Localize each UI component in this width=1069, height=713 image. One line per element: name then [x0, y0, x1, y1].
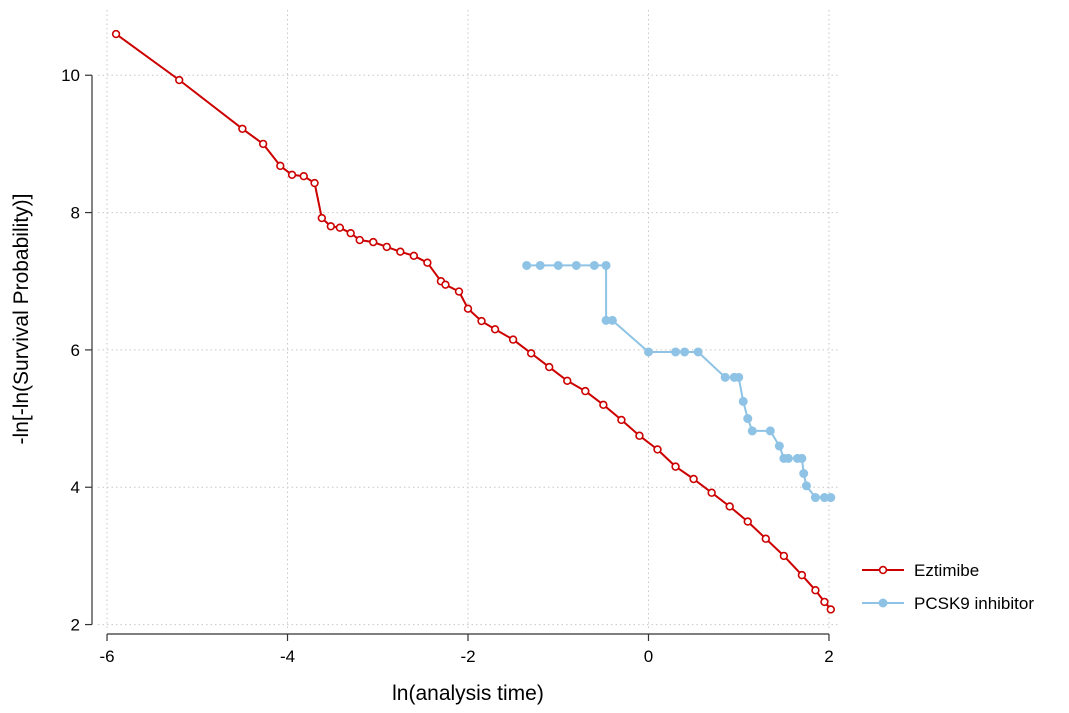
y-tick-label-2: 6 [71, 341, 80, 360]
series-1-point-12 [720, 372, 730, 382]
series-0-point-19 [441, 280, 450, 289]
series-0-point-37 [743, 517, 752, 526]
series-0 [111, 29, 835, 614]
series-0-point-40 [797, 570, 807, 580]
series-0-point-35 [707, 488, 716, 497]
series-0-point-34 [689, 474, 698, 484]
series-0-point-33 [671, 462, 680, 471]
series-0-point-2 [238, 124, 247, 133]
series-0-point-41 [811, 586, 820, 595]
legend-item-1: PCSK9 inhibitor [862, 594, 1034, 613]
legend-label-0: Eztimibe [914, 561, 979, 580]
series-0-point-4 [276, 161, 285, 171]
series-0-point-32 [653, 445, 662, 454]
series-1 [522, 260, 836, 503]
x-tick-label-2: -2 [460, 647, 475, 666]
series-0-point-17 [423, 258, 432, 267]
series-1-point-14 [734, 372, 744, 382]
series-0-point-10 [335, 223, 345, 232]
series-1-point-18 [765, 426, 775, 436]
series-0-point-16 [409, 251, 419, 261]
y-axis-ticks: 2 4 6 8 10 [61, 66, 92, 635]
series-0-point-27 [563, 376, 572, 385]
series-1-point-24 [799, 469, 809, 478]
series-0-point-29 [599, 400, 608, 410]
x-tick-label-1: -4 [280, 647, 295, 666]
series-1-point-28 [826, 493, 836, 503]
series-0-point-30 [617, 415, 626, 425]
series-0-point-11 [346, 228, 355, 238]
series-0-point-12 [355, 235, 364, 245]
series-1-point-7 [607, 315, 617, 325]
series-0-point-31 [635, 431, 644, 440]
series-0-point-0 [111, 29, 121, 39]
y-tick-label-4: 10 [61, 66, 80, 85]
series-1-point-8 [643, 347, 653, 357]
series-1-point-11 [693, 347, 703, 357]
series-1-point-15 [738, 396, 748, 406]
series-1-point-21 [783, 453, 793, 463]
series-1-point-25 [801, 481, 811, 491]
series-0-point-14 [382, 242, 391, 252]
legend-swatch-marker-1 [878, 598, 888, 608]
series-0-point-42 [820, 597, 829, 607]
series-0-point-1 [175, 75, 184, 85]
series-1-point-2 [553, 260, 563, 270]
series-1-point-5 [601, 260, 611, 270]
series-1-point-19 [774, 441, 784, 451]
series-1-point-16 [743, 414, 753, 424]
series-0-point-13 [369, 237, 378, 247]
y-tick-label-1: 4 [71, 478, 80, 497]
series-0-point-15 [396, 247, 405, 256]
series-1-point-4 [589, 260, 599, 270]
series-0-point-23 [490, 325, 500, 334]
series-0-point-43 [826, 605, 835, 614]
series-1-point-0 [522, 260, 532, 270]
series-0-point-38 [761, 534, 771, 543]
series-1-point-9 [671, 347, 681, 357]
series-0-point-25 [526, 349, 536, 358]
legend: Eztimibe PCSK9 inhibitor [862, 561, 1034, 613]
series-0-point-39 [779, 551, 789, 561]
series-1-point-3 [571, 260, 581, 270]
series-layer [111, 29, 836, 614]
series-1-point-26 [810, 493, 820, 503]
series-0-point-6 [299, 171, 308, 181]
series-0-point-20 [454, 287, 464, 296]
series-0-point-9 [326, 222, 336, 231]
series-0-point-24 [508, 335, 518, 344]
series-0-point-5 [287, 170, 297, 180]
legend-swatch-marker-0 [878, 565, 888, 575]
series-0-point-22 [477, 316, 486, 326]
y-tick-label-0: 2 [71, 616, 80, 635]
legend-label-1: PCSK9 inhibitor [914, 594, 1034, 613]
x-axis-title: ln(analysis time) [392, 682, 544, 705]
legend-item-0: Eztimibe [862, 561, 979, 580]
series-line-0 [115, 33, 832, 611]
series-0-point-21 [463, 304, 473, 313]
y-axis-title: -ln[-ln(Survival Probability)] [10, 194, 33, 445]
series-0-point-7 [310, 178, 319, 188]
series-1-point-1 [535, 260, 545, 270]
x-tick-label-3: 0 [644, 647, 653, 666]
series-0-point-3 [258, 139, 268, 149]
x-axis-ticks: -6 -4 -2 0 2 [99, 634, 834, 666]
x-tick-label-4: 2 [824, 647, 833, 666]
series-1-point-17 [747, 426, 757, 436]
series-0-point-28 [581, 386, 590, 396]
x-tick-label-0: -6 [99, 647, 114, 666]
y-tick-label-3: 8 [71, 204, 80, 223]
series-1-point-23 [797, 453, 807, 463]
grid [98, 10, 838, 628]
series-0-point-26 [545, 362, 554, 372]
series-0-point-36 [725, 502, 734, 511]
series-0-point-8 [317, 213, 327, 223]
series-1-point-10 [680, 347, 690, 357]
